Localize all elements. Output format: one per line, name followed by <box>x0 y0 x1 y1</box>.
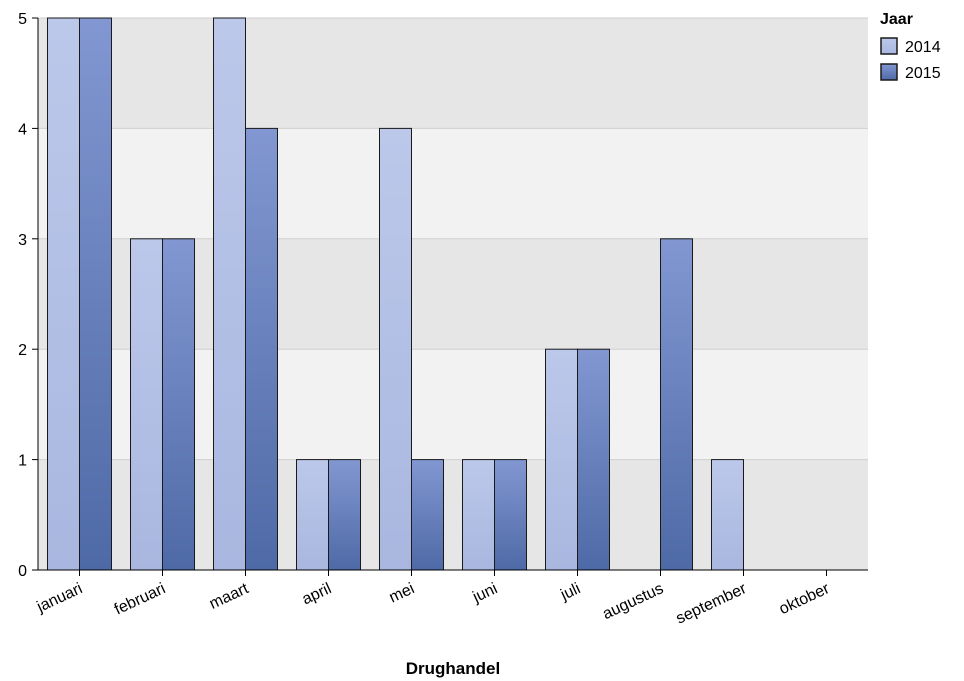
plot-band <box>38 18 868 129</box>
x-tick-label: oktober <box>777 580 833 618</box>
x-tick-label: mei <box>387 580 418 606</box>
bar-2015-juni <box>494 459 527 571</box>
y-tick-label: 4 <box>18 121 27 138</box>
bar-2014-mei <box>379 127 412 571</box>
legend: Jaar 2014 2015 <box>880 11 941 82</box>
bar-2015-mei <box>411 459 444 571</box>
x-tick-label: september <box>673 580 749 628</box>
plot-background <box>38 18 868 570</box>
bar-2015-maart <box>245 127 278 571</box>
x-tick-labels: januari februari maart april mei juni juli augu… <box>34 570 833 628</box>
axes <box>37 18 868 571</box>
legend-swatch-2014 <box>880 37 898 55</box>
x-tick-label: januari <box>34 580 86 616</box>
y-tick-label: 1 <box>18 453 27 470</box>
x-tick-label: april <box>300 580 335 608</box>
bar-2015-april <box>328 459 361 571</box>
bar-2014-april <box>296 459 329 571</box>
legend-label: 2015 <box>905 65 941 82</box>
bar-2015-augustus <box>660 238 693 571</box>
bar-2014-september <box>711 459 744 571</box>
legend-swatch-2015 <box>880 63 898 81</box>
y-tick-label: 2 <box>18 342 27 359</box>
bar-2014-juli <box>545 348 578 571</box>
bars <box>47 17 744 571</box>
bar-2015-februari <box>162 238 195 571</box>
y-tick-label: 0 <box>18 563 27 580</box>
y-tick-label: 3 <box>18 232 27 249</box>
bar-2014-juni <box>462 459 495 571</box>
bar-2014-februari <box>130 238 163 571</box>
y-tick-label: 5 <box>18 11 27 28</box>
y-tick-labels: 0 1 2 3 4 5 <box>18 11 38 580</box>
legend-title: Jaar <box>880 11 913 28</box>
bar-2014-maart <box>213 17 246 571</box>
x-tick-label: juni <box>470 580 501 606</box>
x-tick-label: maart <box>207 580 252 613</box>
x-tick-label: februari <box>112 580 168 618</box>
x-tick-label: augustus <box>600 580 666 623</box>
x-tick-label: juli <box>557 580 583 604</box>
plot-band <box>38 128 868 239</box>
legend-label: 2014 <box>905 39 941 56</box>
bar-2015-juli <box>577 348 610 571</box>
x-axis-title: Drughandel <box>406 659 500 678</box>
bar-2014-januari <box>47 17 80 571</box>
bar-2015-januari <box>79 17 112 571</box>
